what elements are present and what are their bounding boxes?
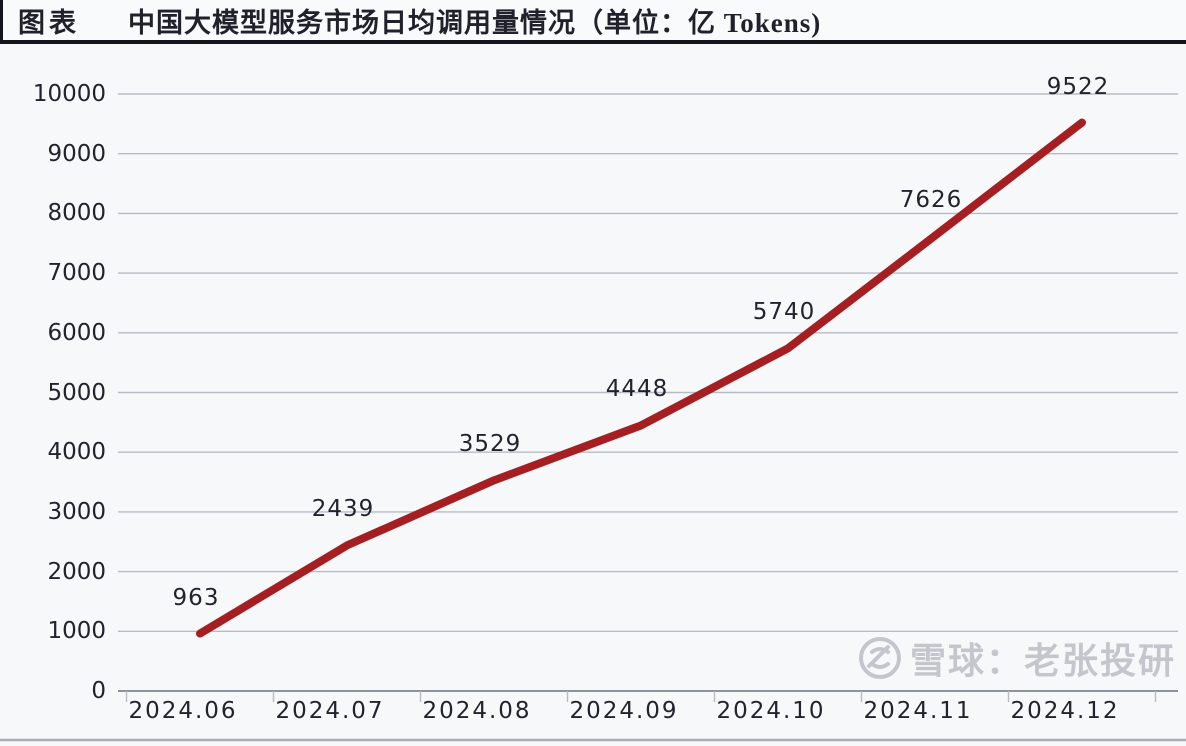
x-axis-label: 2024.08 <box>422 698 532 724</box>
y-axis-label: 10000 <box>32 81 106 107</box>
x-axis-label: 2024.12 <box>1010 698 1120 724</box>
line-chart-plot-area: 0 1000 2000 3000 4000 5000 6000 7000 8000 9000 100… <box>0 44 1186 746</box>
x-axis-label: 2024.10 <box>716 698 826 724</box>
x-axis-label: 2024.11 <box>863 698 973 724</box>
xueqiu-snowball-logo-icon <box>859 637 901 679</box>
data-label: 3529 <box>458 431 522 458</box>
data-label: 9522 <box>1046 73 1110 100</box>
y-axis-label: 1000 <box>47 618 106 645</box>
y-axis-label: 0 <box>91 678 106 704</box>
y-axis-label: 3000 <box>47 498 106 525</box>
y-axis-label: 7000 <box>47 260 106 287</box>
chart-title: 中国大模型服务市场日均调用量情况（单位：亿 Tokens) <box>128 7 822 38</box>
series-line <box>196 118 1086 638</box>
data-label: 4448 <box>605 376 669 403</box>
y-axis-label: 5000 <box>47 379 106 406</box>
data-label: 7626 <box>899 186 963 213</box>
data-label: 5740 <box>752 299 816 326</box>
watermark-text: 雪球：老张投研 <box>910 640 1177 681</box>
x-axis-label: 2024.06 <box>128 698 238 724</box>
data-label: 2439 <box>311 496 375 523</box>
x-axis-label: 2024.07 <box>275 698 385 724</box>
figure-label: 图表 <box>18 7 80 38</box>
data-label: 963 <box>172 584 220 611</box>
y-axis-label: 4000 <box>47 439 106 466</box>
x-axis-label: 2024.09 <box>569 698 679 724</box>
y-axis-label: 8000 <box>47 200 106 227</box>
y-axis-label: 6000 <box>47 319 106 346</box>
chart-header: 图表 中国大模型服务市场日均调用量情况（单位：亿 Tokens) <box>0 0 1186 44</box>
watermark: 雪球：老张投研 <box>858 632 1176 684</box>
y-axis-label: 9000 <box>47 140 106 167</box>
chart-canvas <box>0 93 1186 742</box>
y-axis-label: 2000 <box>47 558 106 585</box>
